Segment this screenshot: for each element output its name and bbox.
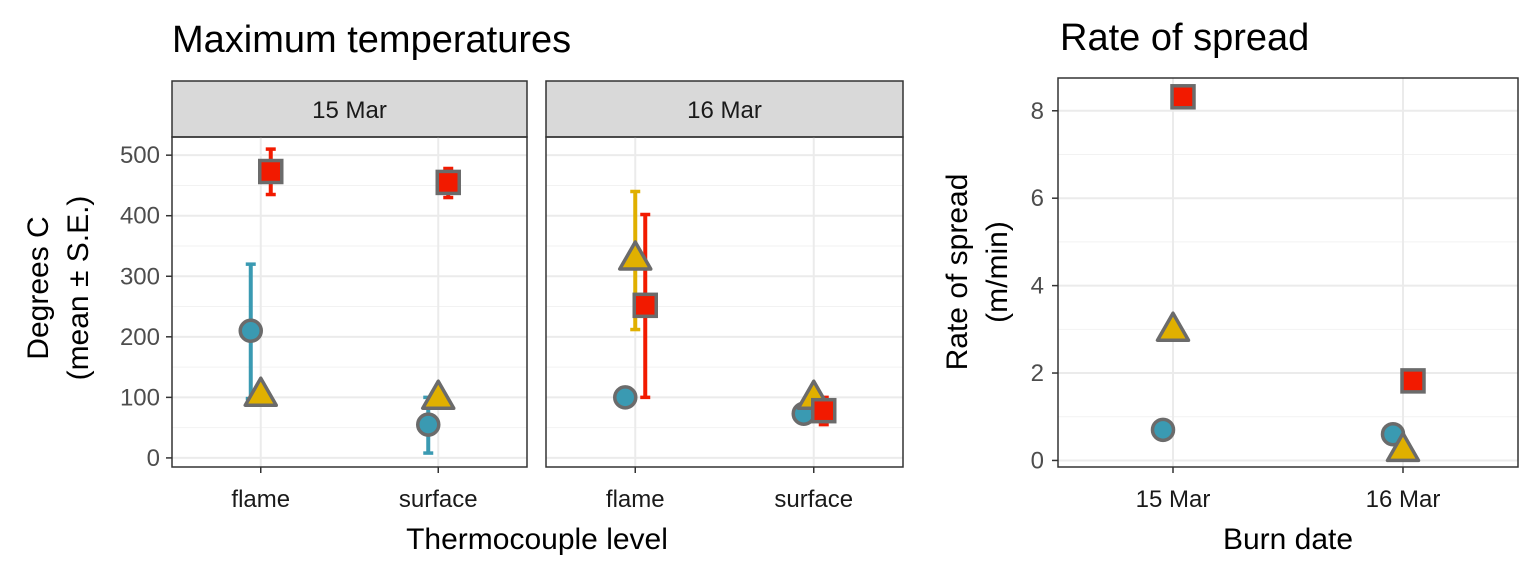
spread-chart-title: Rate of spread [1060,17,1309,59]
temperature-y-tick-label: 200 [120,324,160,351]
spread-x-ticks: 15 Mar 16 Mar [1136,467,1441,513]
square-point [632,292,658,319]
facet-15-mar-marks [238,147,461,455]
circle-point [238,318,263,344]
facet-16-mar-strip-label: 16 Mar [687,97,762,124]
temperature-x-axis-label: Thermocouple level [406,523,668,556]
spread-y-tick-label: 0 [1031,447,1044,474]
spread-y-tick-label: 6 [1031,185,1044,212]
x-tick-label-16-Mar: 16 Mar [1366,486,1441,513]
triangle-point [421,379,456,411]
square-point [1400,368,1426,394]
facet-15-mar-x-ticks: flame surface [231,467,478,513]
spread-marks [1150,84,1426,463]
facet-16-mar-panel-border [545,136,904,468]
x-tick-label-15-Mar: 15 Mar [1136,486,1211,513]
temperature-y-tick-label: 100 [120,384,160,411]
temperature-y-axis-label-line1: Degrees C [22,216,55,359]
facet-15-mar-panel-border [171,136,528,468]
temperature-chart: Maximum temperatures Degrees C (mean ± S… [22,19,904,556]
circle-point [1150,417,1176,443]
temperature-y-axis-label: Degrees C (mean ± S.E.) [22,196,95,381]
spread-chart: Rate of spread Rate of spread (m/min) Bu… [941,17,1519,556]
x-tick-label-surface: surface [399,486,478,513]
facet-16-mar-strip [545,80,904,138]
temperature-y-tick-label: 500 [120,142,160,169]
temperature-y-tick-label: 300 [120,263,160,290]
spread-gridlines [1058,78,1518,467]
facet-16-mar-marks [613,189,837,427]
square-point [258,158,284,185]
x-tick-label-flame: flame [606,486,665,513]
spread-y-axis-label: Rate of spread (m/min) [941,174,1014,371]
square-point [435,169,461,196]
circle-point [416,412,441,437]
square-point [811,397,837,424]
x-tick-label-surface: surface [774,486,853,513]
triangle-point [1385,431,1421,463]
triangle-point [243,376,278,408]
triangle-point [618,240,653,271]
temperature-y-ticks: 0 100 200 300 400 500 [120,142,172,472]
circle-point [613,385,638,410]
facet-15-mar-strip-label: 15 Mar [312,97,387,124]
triangle-point [1155,311,1191,342]
spread-y-ticks: 0 2 4 6 8 [1031,98,1058,474]
temperature-y-tick-label: 0 [147,445,160,472]
spread-y-axis-label-line2: (m/min) [981,221,1014,323]
facet-15-mar-gridlines [172,137,527,467]
temperature-chart-title: Maximum temperatures [172,19,571,61]
facet-15-mar: 15 Mar flame surface [171,80,528,513]
x-tick-label-flame: flame [231,486,290,513]
spread-y-axis-label-line1: Rate of spread [941,174,974,371]
temperature-y-tick-label: 400 [120,203,160,230]
spread-y-tick-label: 4 [1031,273,1044,300]
facet-16-mar-x-ticks: flame surface [606,467,853,513]
facet-16-mar: 16 Mar flame surface [545,80,904,513]
spread-y-tick-label: 2 [1031,360,1044,387]
spread-panel-border [1057,77,1519,468]
spread-y-tick-label: 8 [1031,98,1044,125]
temperature-y-axis-label-line2: (mean ± S.E.) [62,196,95,381]
spread-x-axis-label: Burn date [1223,523,1353,556]
facet-16-mar-gridlines [546,137,903,467]
square-point [1170,84,1196,110]
